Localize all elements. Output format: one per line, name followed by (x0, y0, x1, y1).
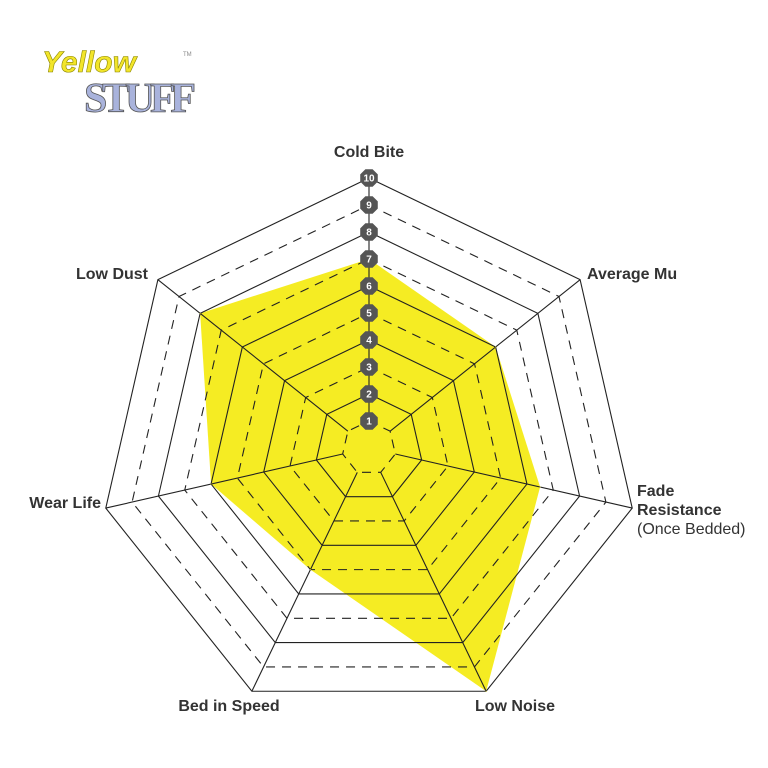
tick-label-10: 10 (363, 174, 375, 185)
radar-grid: 1 2 3 4 5 6 7 8 9 10 (105, 169, 633, 692)
axis-label-bed-in-speed: Bed in Speed (178, 698, 279, 715)
tick-badge-3 (360, 358, 378, 376)
axis-label-wear-life: Wear Life (29, 495, 101, 512)
tick-label-4: 4 (366, 336, 372, 347)
axis-sublabel-once-bedded: (Once Bedded) (637, 521, 746, 538)
tick-label-6: 6 (366, 282, 372, 293)
data-point-4 (309, 569, 311, 571)
grid-ring-2 (315, 393, 423, 498)
axis-spoke-4 (251, 472, 358, 692)
grid-ring-10 (105, 177, 633, 692)
data-point-6 (199, 312, 201, 314)
tick-label-3: 3 (366, 363, 372, 374)
tick-label-8: 8 (366, 228, 372, 239)
tick-badge-5 (360, 304, 378, 322)
axis-spoke-6 (157, 279, 349, 432)
axis-labels: Cold Bite Average Mu Fade Resistance (On… (29, 144, 745, 715)
tick-badge-4 (360, 331, 378, 349)
data-point-5 (210, 483, 212, 485)
axis-spoke-5 (105, 453, 343, 509)
axis-spoke-3 (380, 472, 487, 692)
grid-ring-8 (157, 231, 581, 644)
axis-spoke-2 (395, 453, 633, 509)
axis-spoke-1 (389, 279, 581, 432)
data-point-2 (539, 486, 541, 488)
logo: Yellow TM STUFF (42, 46, 197, 123)
grid-ring-1 (342, 420, 396, 473)
tick-label-1: 1 (366, 417, 372, 428)
grid-ring-9 (131, 204, 607, 668)
data-point-3 (485, 690, 487, 692)
axis-label-average-mu: Average Mu (587, 266, 677, 283)
logo-trademark: TM (183, 52, 192, 58)
tick-badge-7 (360, 250, 378, 268)
data-area (200, 259, 541, 692)
axis-label-low-noise: Low Noise (475, 698, 555, 715)
tick-label-5: 5 (366, 309, 372, 320)
tick-label-7: 7 (366, 255, 372, 266)
axis-label-cold-bite: Cold Bite (334, 144, 404, 161)
axis-label-low-dust: Low Dust (76, 266, 149, 283)
tick-badge-1 (360, 412, 378, 430)
logo-line1: Yellow (42, 46, 138, 79)
logo-line2: STUFF (84, 76, 196, 122)
tick-badge-8 (360, 223, 378, 241)
tick-badge-9 (360, 196, 378, 214)
data-point-1 (495, 346, 497, 348)
axis-label-fade: Fade (637, 483, 674, 500)
tick-badge-10 (360, 169, 378, 187)
grid-ring-6 (210, 285, 528, 595)
grid-ring-4 (263, 339, 475, 546)
tick-label-2: 2 (366, 390, 372, 401)
tick-badge-6 (360, 277, 378, 295)
grid-ring-3 (289, 366, 449, 522)
tick-badge-2 (360, 385, 378, 403)
tick-label-9: 9 (366, 201, 372, 212)
axis-label-resistance: Resistance (637, 502, 722, 519)
grid-ring-5 (236, 312, 502, 571)
